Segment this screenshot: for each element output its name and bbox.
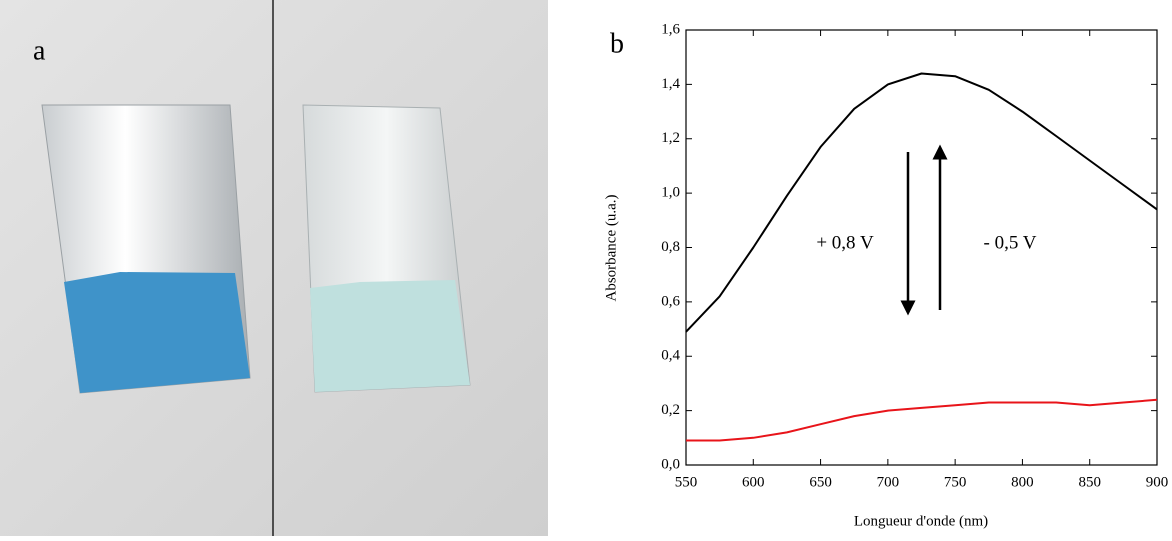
- x-axis-label: Longueur d'onde (nm): [854, 513, 988, 529]
- x-tick-label: 900: [1146, 474, 1169, 490]
- data-line: [686, 398, 1158, 442]
- y-tick-label: 0,2: [661, 402, 680, 418]
- slide-faded-film: [310, 280, 470, 392]
- x-tick-label: 700: [877, 474, 900, 490]
- y-tick-label: 1,4: [661, 76, 680, 92]
- x-tick-label: 650: [809, 474, 832, 490]
- annotation: + 0,8 V: [816, 232, 874, 253]
- panel-label: b: [610, 28, 624, 59]
- y-tick-label: 0,8: [661, 239, 680, 255]
- panel-label: a: [33, 35, 46, 66]
- x-tick-label: 750: [944, 474, 967, 490]
- x-tick-label: 550: [675, 474, 698, 490]
- plot-frame: [685, 29, 1158, 466]
- slide-blue-film: [64, 272, 250, 393]
- x-tick-label: 800: [1011, 474, 1034, 490]
- annotation: - 0,5 V: [984, 232, 1037, 253]
- y-tick-label: 1,0: [661, 185, 680, 201]
- y-tick-label: 0,4: [661, 348, 680, 364]
- x-tick-label: 600: [742, 474, 765, 490]
- y-axis-label: Absorbance (u.a.): [603, 194, 619, 301]
- y-tick-label: 0,0: [661, 456, 680, 472]
- x-tick-label: 850: [1078, 474, 1101, 490]
- y-tick-label: 1,2: [661, 130, 680, 146]
- data-line: [685, 72, 1158, 333]
- y-tick-label: 1,6: [661, 21, 680, 37]
- y-tick-label: 0,6: [661, 293, 680, 309]
